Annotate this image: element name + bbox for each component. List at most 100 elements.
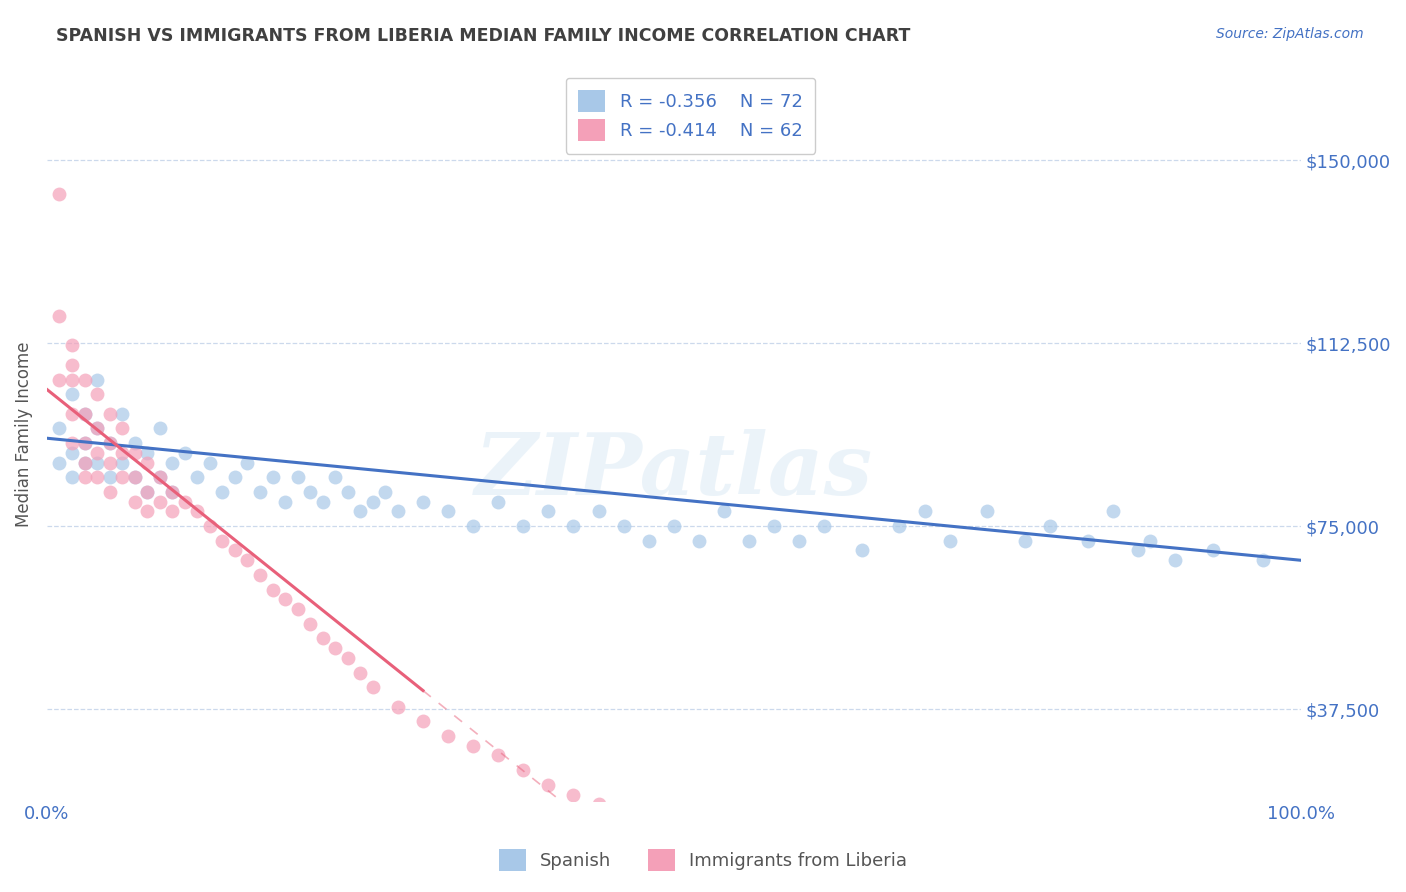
Point [60, 338, 83, 352]
Point [48, 309, 70, 323]
Point [162, 484, 184, 499]
Point [336, 484, 359, 499]
Point [86, 421, 108, 435]
Point [976, 504, 998, 518]
Point [73, 436, 96, 450]
Point [662, 826, 685, 840]
Point [60, 358, 83, 372]
Point [186, 470, 208, 484]
Point [262, 470, 284, 484]
Point [889, 519, 911, 533]
Point [463, 739, 485, 753]
Point [249, 567, 271, 582]
Point [98, 436, 121, 450]
Point [537, 504, 560, 518]
Point [412, 494, 434, 508]
Point [211, 484, 233, 499]
Point [111, 446, 134, 460]
Point [374, 484, 396, 499]
Point [437, 504, 460, 518]
Point [236, 456, 259, 470]
Point [149, 421, 172, 435]
Point [274, 592, 297, 607]
Point [98, 456, 121, 470]
Point [86, 470, 108, 484]
Point [73, 407, 96, 421]
Point [1126, 543, 1149, 558]
Point [173, 494, 195, 508]
Point [111, 421, 134, 435]
Point [124, 470, 146, 484]
Point [1039, 519, 1062, 533]
Point [136, 484, 159, 499]
Point [512, 519, 534, 533]
Point [763, 519, 786, 533]
Point [813, 519, 835, 533]
Point [1076, 533, 1098, 548]
Point [60, 407, 83, 421]
Point [287, 470, 309, 484]
Point [60, 470, 83, 484]
Point [98, 470, 121, 484]
Point [361, 680, 384, 694]
Point [637, 817, 659, 831]
Point [588, 504, 610, 518]
Point [274, 494, 297, 508]
Point [299, 616, 322, 631]
Point [162, 456, 184, 470]
Point [287, 602, 309, 616]
Point [312, 494, 335, 508]
Point [437, 729, 460, 743]
Point [73, 436, 96, 450]
Legend: Spanish, Immigrants from Liberia: Spanish, Immigrants from Liberia [492, 842, 914, 879]
Point [111, 407, 134, 421]
Point [562, 519, 585, 533]
Point [48, 373, 70, 387]
Point [211, 533, 233, 548]
Point [198, 519, 221, 533]
Point [73, 456, 96, 470]
Point [537, 778, 560, 792]
Point [588, 797, 610, 812]
Point [60, 387, 83, 401]
Point [387, 504, 409, 518]
Point [124, 470, 146, 484]
Point [111, 470, 134, 484]
Point [48, 421, 70, 435]
Point [149, 494, 172, 508]
Point [149, 470, 172, 484]
Point [262, 582, 284, 597]
Point [914, 504, 936, 518]
Text: SPANISH VS IMMIGRANTS FROM LIBERIA MEDIAN FAMILY INCOME CORRELATION CHART: SPANISH VS IMMIGRANTS FROM LIBERIA MEDIA… [56, 27, 911, 45]
Point [86, 446, 108, 460]
Point [73, 407, 96, 421]
Point [349, 665, 371, 680]
Point [60, 373, 83, 387]
Point [938, 533, 960, 548]
Point [512, 763, 534, 777]
Point [1139, 533, 1161, 548]
Text: Source: ZipAtlas.com: Source: ZipAtlas.com [1216, 27, 1364, 41]
Point [236, 553, 259, 567]
Y-axis label: Median Family Income: Median Family Income [15, 342, 32, 527]
Point [124, 436, 146, 450]
Point [162, 504, 184, 518]
Point [60, 446, 83, 460]
Point [1101, 504, 1123, 518]
Point [173, 446, 195, 460]
Point [98, 484, 121, 499]
Point [60, 436, 83, 450]
Point [613, 519, 636, 533]
Point [86, 421, 108, 435]
Legend: R = -0.356    N = 72, R = -0.414    N = 62: R = -0.356 N = 72, R = -0.414 N = 62 [565, 78, 815, 154]
Point [323, 470, 346, 484]
Point [486, 748, 509, 763]
Point [86, 373, 108, 387]
Point [1202, 543, 1225, 558]
Point [349, 504, 371, 518]
Point [124, 494, 146, 508]
Point [162, 484, 184, 499]
Point [124, 446, 146, 460]
Point [562, 788, 585, 802]
Point [224, 543, 246, 558]
